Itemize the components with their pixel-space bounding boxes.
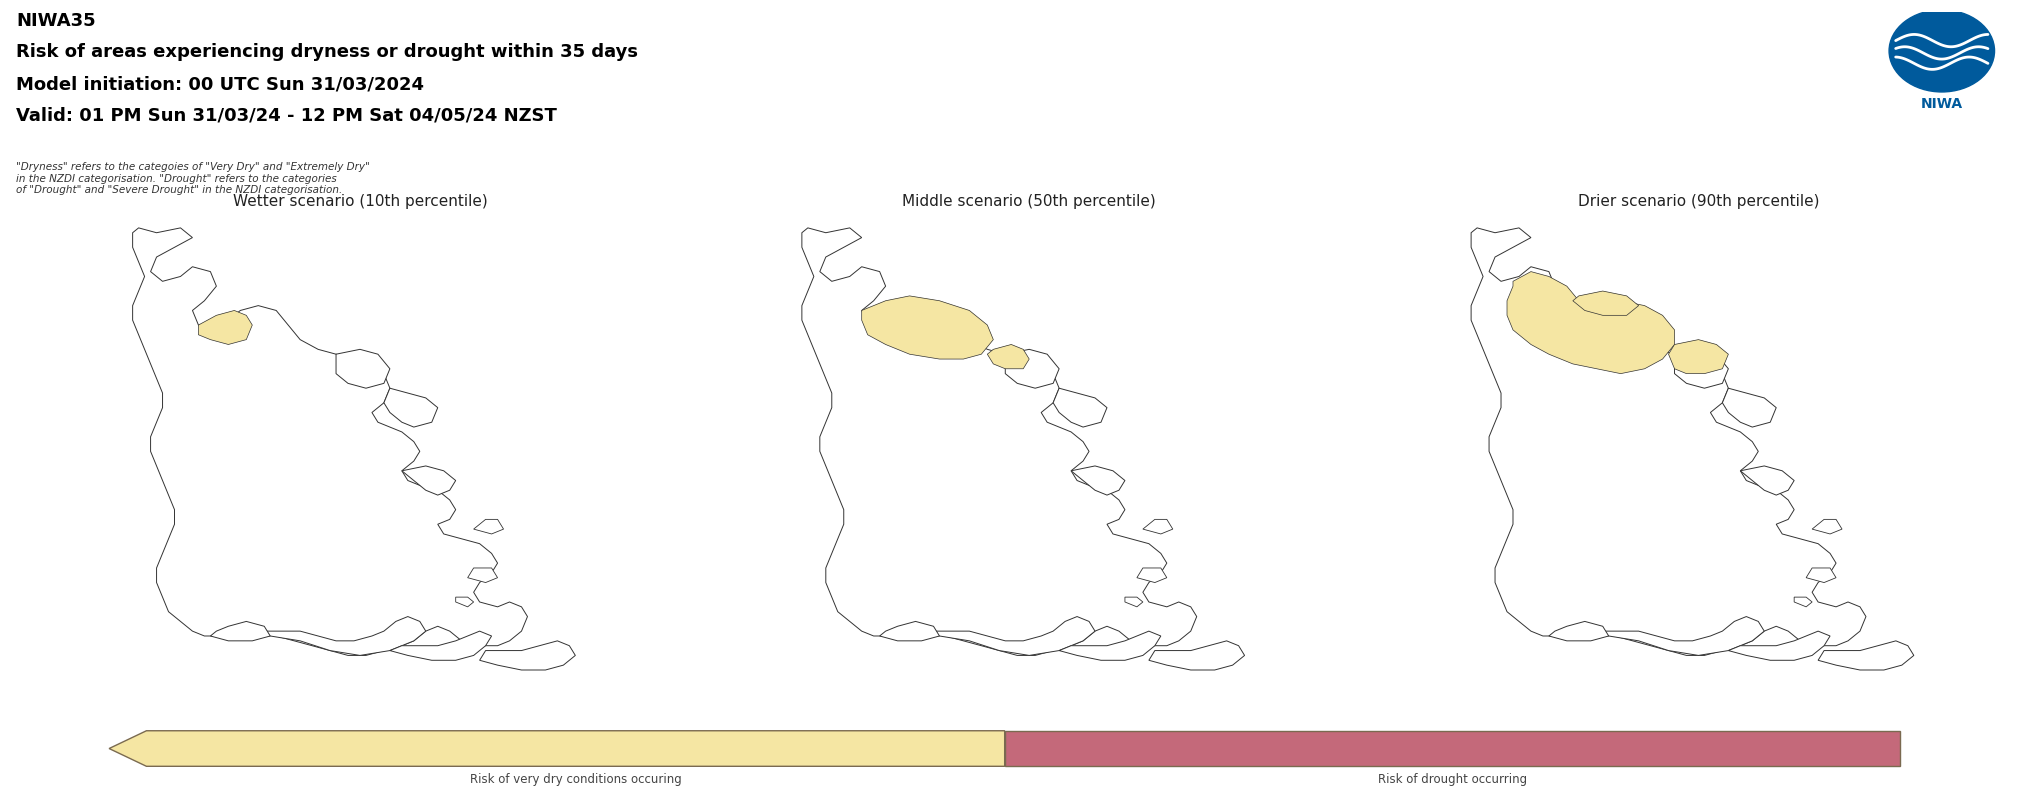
Polygon shape (132, 228, 527, 656)
Polygon shape (1807, 568, 1835, 582)
Polygon shape (1574, 291, 1639, 315)
Polygon shape (1126, 597, 1144, 607)
Polygon shape (1675, 349, 1728, 388)
Title: Drier scenario (90th percentile): Drier scenario (90th percentile) (1578, 194, 1819, 209)
Polygon shape (239, 616, 426, 656)
Polygon shape (1669, 340, 1728, 374)
Polygon shape (1722, 388, 1777, 427)
Polygon shape (1795, 597, 1813, 607)
Polygon shape (337, 349, 389, 388)
Polygon shape (1507, 272, 1675, 374)
Polygon shape (1144, 519, 1172, 534)
Polygon shape (862, 296, 994, 359)
Polygon shape (1071, 466, 1126, 495)
Polygon shape (199, 310, 251, 344)
Polygon shape (211, 622, 270, 641)
Polygon shape (1669, 340, 1728, 374)
Polygon shape (1817, 641, 1914, 670)
Polygon shape (1574, 291, 1639, 315)
Text: Risk of drought occurring: Risk of drought occurring (1377, 773, 1527, 786)
Polygon shape (389, 631, 491, 660)
Polygon shape (383, 388, 438, 427)
Text: Valid: 01 PM Sun 31/03/24 - 12 PM Sat 04/05/24 NZST: Valid: 01 PM Sun 31/03/24 - 12 PM Sat 04… (16, 107, 558, 125)
Title: Middle scenario (50th percentile): Middle scenario (50th percentile) (902, 194, 1156, 209)
Text: NIWA35: NIWA35 (16, 12, 95, 30)
Text: Risk of areas experiencing dryness or drought within 35 days: Risk of areas experiencing dryness or dr… (16, 43, 639, 62)
Polygon shape (1728, 631, 1829, 660)
Polygon shape (862, 296, 994, 359)
Circle shape (1890, 9, 1996, 92)
Polygon shape (1053, 388, 1107, 427)
Text: NIWA: NIWA (1921, 97, 1963, 111)
Polygon shape (1004, 731, 1900, 766)
Polygon shape (199, 310, 251, 344)
Polygon shape (110, 731, 1004, 766)
Polygon shape (909, 616, 1095, 656)
Polygon shape (1006, 349, 1059, 388)
Polygon shape (468, 568, 497, 582)
Polygon shape (988, 344, 1030, 369)
Polygon shape (479, 641, 576, 670)
Polygon shape (456, 597, 475, 607)
Polygon shape (988, 344, 1030, 369)
Polygon shape (1059, 631, 1160, 660)
Polygon shape (1138, 568, 1166, 582)
Polygon shape (1740, 466, 1795, 495)
Polygon shape (402, 466, 456, 495)
Polygon shape (1470, 228, 1866, 656)
Text: Model initiation: 00 UTC Sun 31/03/2024: Model initiation: 00 UTC Sun 31/03/2024 (16, 75, 424, 93)
Polygon shape (1150, 641, 1245, 670)
Polygon shape (1507, 272, 1675, 374)
Polygon shape (880, 622, 939, 641)
Polygon shape (475, 519, 503, 534)
Polygon shape (1578, 616, 1764, 656)
Text: "Dryness" refers to the categoies of "Very Dry" and "Extremely Dry"
in the NZDI : "Dryness" refers to the categoies of "Ve… (16, 162, 369, 195)
Title: Wetter scenario (10th percentile): Wetter scenario (10th percentile) (233, 194, 487, 209)
Polygon shape (801, 228, 1197, 656)
Polygon shape (1549, 622, 1608, 641)
Text: Risk of very dry conditions occuring: Risk of very dry conditions occuring (470, 773, 681, 786)
Polygon shape (1813, 519, 1841, 534)
